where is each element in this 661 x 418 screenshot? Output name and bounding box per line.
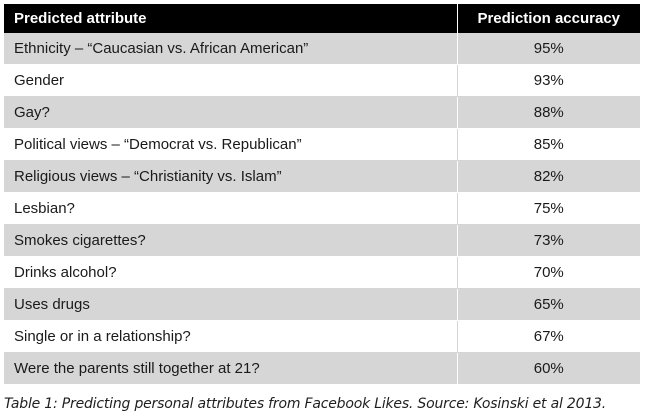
table-caption: Table 1: Predicting personal attributes … [4,396,606,412]
attributes-table-container: Predicted attribute Prediction accuracy … [4,4,640,385]
table-header-row: Predicted attribute Prediction accuracy [4,4,640,33]
table-row: Lesbian? 75% [4,192,640,225]
attribute-cell: Lesbian? [4,192,457,225]
table-row: Gender 93% [4,64,640,97]
attribute-cell: Drinks alcohol? [4,256,457,289]
accuracy-cell: 70% [456,256,640,289]
accuracy-cell: 73% [456,224,640,257]
table-row: Religious views – “Christianity vs. Isla… [4,160,640,193]
attribute-cell: Single or in a relationship? [4,320,457,353]
accuracy-cell: 60% [456,352,640,385]
attribute-cell: Smokes cigarettes? [4,224,457,257]
table-row: Political views – “Democrat vs. Republic… [4,128,640,161]
attribute-cell: Religious views – “Christianity vs. Isla… [4,160,457,193]
table-row: Drinks alcohol? 70% [4,256,640,289]
attribute-cell: Uses drugs [4,288,457,321]
prediction-accuracy-table: Predicted attribute Prediction accuracy … [4,4,640,385]
table-row: Uses drugs 65% [4,288,640,321]
table-row: Were the parents still together at 21? 6… [4,352,640,385]
table-row: Smokes cigarettes? 73% [4,224,640,257]
accuracy-cell: 85% [456,128,640,161]
accuracy-cell: 67% [456,320,640,353]
accuracy-cell: 95% [456,33,640,65]
attribute-cell: Were the parents still together at 21? [4,352,457,385]
table-row: Ethnicity – “Caucasian vs. African Ameri… [4,33,640,65]
accuracy-cell: 93% [456,64,640,97]
accuracy-cell: 82% [456,160,640,193]
attribute-cell: Gender [4,64,457,97]
table-row: Single or in a relationship? 67% [4,320,640,353]
attribute-cell: Ethnicity – “Caucasian vs. African Ameri… [4,33,457,65]
accuracy-cell: 65% [456,288,640,321]
accuracy-cell: 75% [456,192,640,225]
header-prediction-accuracy: Prediction accuracy [456,4,640,33]
attribute-cell: Gay? [4,96,457,129]
table-row: Gay? 88% [4,96,640,129]
header-predicted-attribute: Predicted attribute [4,4,457,33]
attribute-cell: Political views – “Democrat vs. Republic… [4,128,457,161]
accuracy-cell: 88% [456,96,640,129]
